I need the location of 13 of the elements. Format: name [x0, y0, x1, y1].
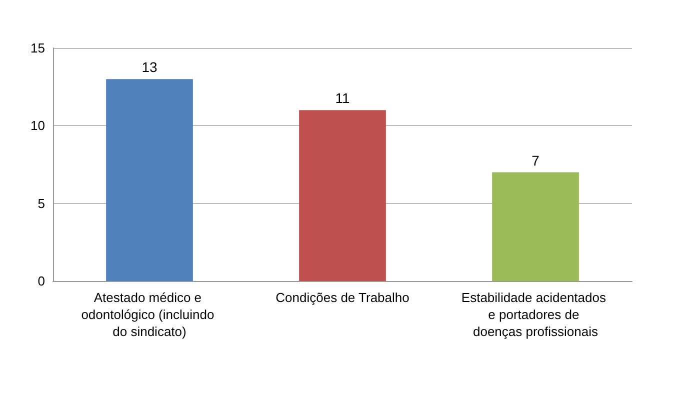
bar	[106, 79, 193, 281]
y-tick-label: 0	[38, 274, 45, 288]
data-label: 7	[532, 152, 540, 168]
x-tick-label: Estabilidade acidentados e portadores de doenças profissionais	[461, 290, 610, 339]
x-tick-label: Condições de Trabalho	[276, 290, 410, 305]
y-tick-label: 15	[30, 40, 45, 56]
x-tick-label: Atestado médico e odontológico (incluindo do sindicato)	[81, 290, 218, 339]
data-label: 13	[142, 59, 158, 76]
y-tick-label: 10	[30, 118, 45, 134]
y-tick-label: 5	[38, 196, 45, 211]
data-label: 11	[335, 90, 350, 106]
bar	[299, 110, 386, 281]
bar	[492, 172, 579, 281]
